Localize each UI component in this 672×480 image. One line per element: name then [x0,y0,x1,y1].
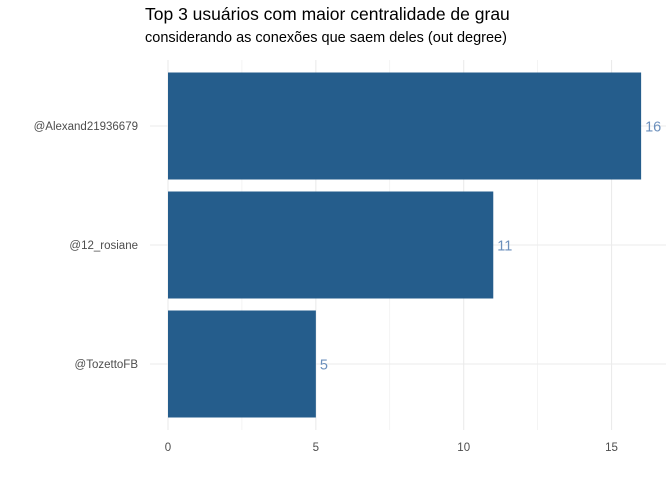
y-tick-label: @Alexand21936679 [34,121,138,133]
data-label: 16 [645,120,661,136]
x-tick-label: 15 [605,442,618,454]
x-tick-label: 5 [313,442,319,454]
bar [168,310,316,418]
bars [168,72,642,418]
x-tick-label: 10 [457,442,470,454]
chart-title: Top 3 usuários com maior centralidade de… [145,4,510,24]
y-axis-tick-labels: @Alexand21936679 @12_rosiane @TozettoFB [34,121,139,371]
bar [168,72,642,180]
data-label: 11 [497,239,512,255]
data-label: 5 [320,358,328,374]
x-tick-label: 0 [165,442,171,454]
y-tick-label: @TozettoFB [75,359,139,371]
x-axis-tick-labels: 0 5 10 15 [165,442,618,454]
data-labels: 16 11 5 [320,120,661,374]
bar [168,191,494,299]
y-tick-label: @12_rosiane [69,240,138,252]
chart-subtitle: considerando as conexões que saem deles … [145,30,507,46]
